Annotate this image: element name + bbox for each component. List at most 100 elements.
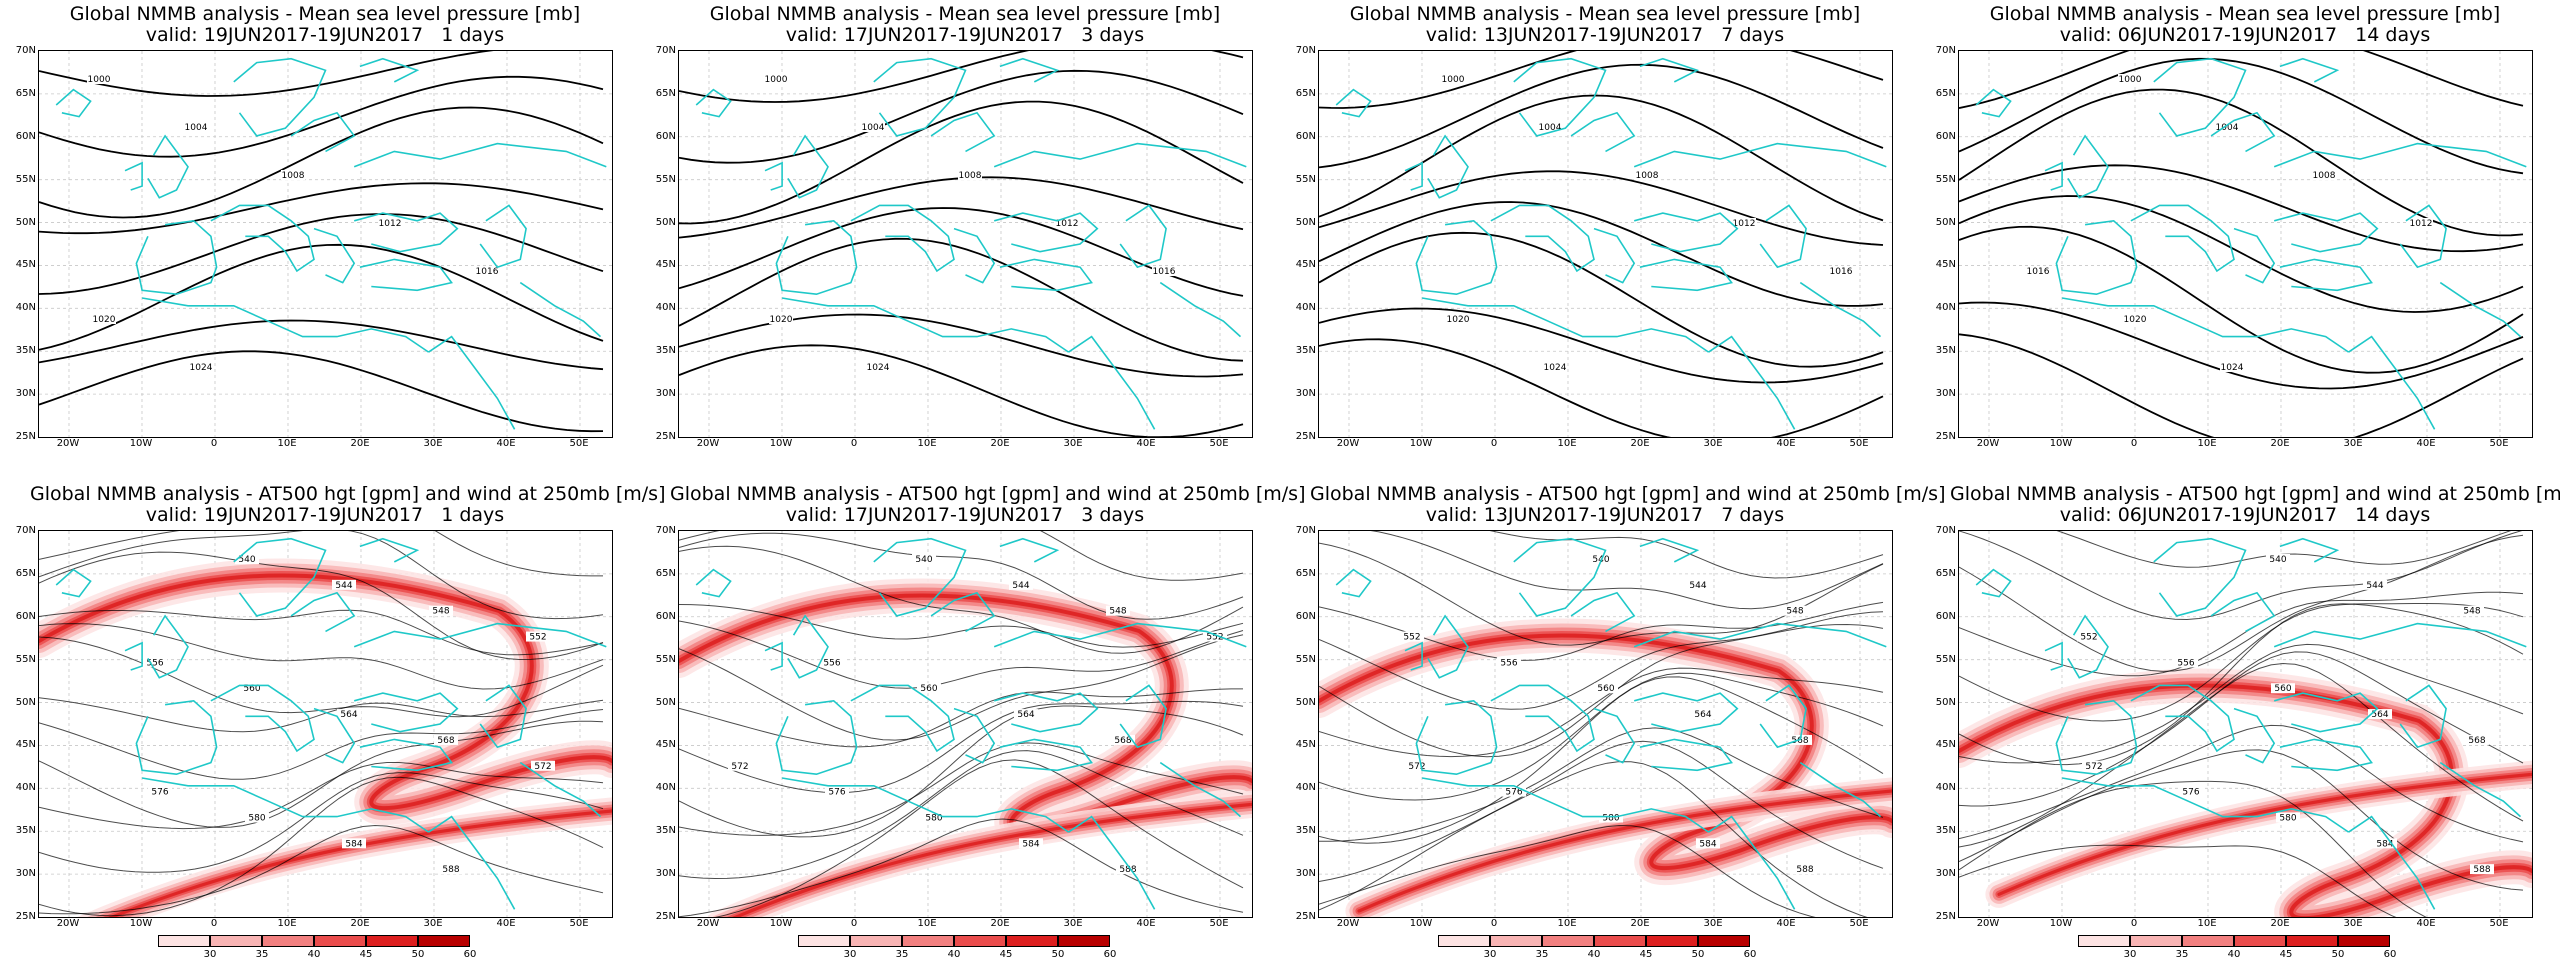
contour-label: 560 — [1597, 684, 1614, 694]
lon-label: 0 — [1490, 438, 1498, 449]
contour-label-bg — [2470, 864, 2494, 875]
isobar-contour — [1959, 57, 2524, 175]
coastline — [1593, 707, 1636, 764]
coastline — [2061, 777, 2350, 833]
colorbar-label: 35 — [2175, 949, 2189, 960]
lon-label: 20W — [56, 438, 80, 449]
contour-label-bg — [1019, 838, 1043, 849]
contour-label-bg — [429, 605, 453, 616]
coastline — [1639, 57, 1700, 83]
map-area: 1000 1004 1008 1012 1016 1020 1024 — [1958, 50, 2533, 438]
contour-label-bg — [2123, 314, 2147, 324]
contour-label: 1000 — [765, 75, 788, 85]
isobar-contour — [1319, 231, 1884, 368]
lat-label: 65N — [15, 87, 36, 99]
panel-title: Global NMMB analysis - Mean sea level pr… — [1310, 4, 1900, 46]
lat-label: 25N — [655, 431, 676, 442]
lat-label: 70N — [15, 45, 36, 56]
colorbar-label: 45 — [1639, 949, 1653, 960]
lon-label: 50E — [2489, 918, 2509, 929]
lon-label: 40E — [2416, 438, 2436, 449]
lat-label: 40N — [1295, 782, 1316, 794]
coastline — [1490, 204, 1595, 273]
colorbar-swatch — [1698, 935, 1750, 947]
lat-label: 40N — [1295, 302, 1316, 314]
coastline — [479, 684, 527, 749]
coastline — [2044, 161, 2063, 191]
lon-label: 20W — [1976, 438, 2000, 449]
colorbar-label: 40 — [1587, 949, 1601, 960]
coastline — [1119, 204, 1167, 269]
lon-label: 30E — [1063, 438, 1083, 449]
colorbar-swatch — [2130, 935, 2182, 947]
isobar-contour — [679, 313, 1244, 378]
coastline — [2279, 537, 2340, 563]
coastline — [2055, 219, 2138, 296]
contour-label-bg — [434, 734, 458, 745]
coastline — [2067, 134, 2109, 199]
coastline — [1975, 88, 2012, 118]
lat-label: 55N — [655, 653, 676, 665]
coastline — [993, 212, 1099, 253]
lon-label: 10W — [1409, 918, 1433, 929]
height-contour — [39, 551, 604, 661]
colorbar-label: 35 — [255, 949, 269, 960]
isobar-contour — [39, 350, 604, 433]
colorbar-label: 60 — [463, 949, 477, 960]
coastline — [1335, 88, 1372, 118]
contour-label-bg — [922, 812, 946, 823]
colorbar-swatch — [2234, 935, 2286, 947]
coastline — [2044, 641, 2063, 671]
lat-label: 60N — [15, 130, 36, 142]
contour-label: 556 — [146, 658, 163, 668]
panel-title-line1: Global NMMB analysis - Mean sea level pr… — [1989, 3, 2501, 25]
contour-label: 580 — [925, 813, 942, 823]
contour-label-bg — [92, 314, 116, 324]
lat-label: 55N — [1935, 653, 1956, 665]
isobar-contour — [39, 75, 604, 158]
contour-label: 544 — [2366, 581, 2383, 591]
lat-label: 50N — [1295, 216, 1316, 228]
z500-panel: Global NMMB analysis - AT500 hgt [gpm] a… — [0, 480, 666, 961]
lat-label: 70N — [1295, 525, 1316, 536]
height-contour — [1959, 603, 2524, 766]
colorbar-label: 60 — [1103, 949, 1117, 960]
isobar-contour — [1959, 333, 2524, 437]
contour-label-bg — [2215, 122, 2239, 132]
contour-label: 564 — [1017, 710, 1034, 720]
lon-label: 0 — [850, 438, 858, 449]
coastline — [993, 142, 1247, 168]
coastline — [1633, 142, 1887, 168]
map-svg: 540 544 548 552 556 560 564 568 572 576 580 584 588 — [39, 531, 612, 917]
contour-label-bg — [1400, 631, 1424, 642]
contour-label-bg — [240, 683, 264, 694]
coastline — [353, 622, 607, 648]
jet-stream-shading — [679, 593, 1252, 831]
lat-label: 70N — [15, 525, 36, 536]
lat-label: 30N — [1295, 388, 1316, 400]
panel-title: Global NMMB analysis - AT500 hgt [gpm] a… — [30, 484, 666, 526]
isobar-contour — [1959, 195, 2524, 313]
contour-label-bg — [1497, 657, 1521, 668]
colorbar-swatch — [2078, 935, 2130, 947]
coastline — [787, 134, 829, 199]
contour-label: 564 — [2371, 710, 2388, 720]
contour-label-bg — [2373, 838, 2397, 849]
lat-label: 40N — [1935, 782, 1956, 794]
colorbar-label: 30 — [1483, 949, 1497, 960]
panel-title-line2: valid: 19JUN2017-19JUN2017 1 days — [145, 24, 505, 46]
contour-label: 552 — [2080, 633, 2097, 643]
height-contour — [1959, 724, 2524, 843]
lat-label: 65N — [655, 87, 676, 99]
contour-label-bg — [2266, 554, 2290, 564]
coastline — [233, 57, 327, 137]
height-contour — [39, 531, 603, 577]
contour-label-bg — [2118, 74, 2142, 84]
coastline — [147, 614, 189, 679]
coastline — [764, 641, 783, 671]
lat-label: 25N — [1935, 911, 1956, 922]
mslp-panel: Global NMMB analysis - Mean sea level pr… — [640, 0, 1280, 480]
coastline — [1633, 212, 1739, 253]
coastline — [55, 88, 92, 118]
colorbar-label: 50 — [2331, 949, 2345, 960]
